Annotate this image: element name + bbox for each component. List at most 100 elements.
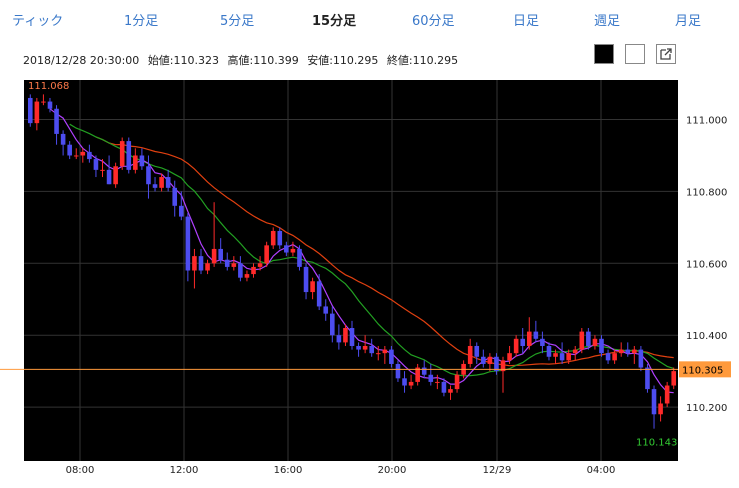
candle-body (408, 381, 414, 386)
plot-area (24, 80, 678, 461)
candle-body (178, 205, 184, 217)
candle-body (513, 338, 519, 354)
candle-body (599, 338, 604, 354)
tab-1min[interactable]: 1分足 (124, 14, 159, 29)
y-tick-label: 110.600 (686, 259, 727, 270)
candle-body (526, 331, 532, 346)
candle-body (572, 349, 578, 354)
candle-body (671, 371, 677, 386)
candle-body (402, 378, 407, 386)
candle-body (224, 259, 230, 267)
candle-body (146, 166, 151, 185)
candle-body (651, 389, 657, 415)
candle-body (428, 374, 434, 382)
candle-body (395, 363, 401, 379)
candle-body (454, 374, 460, 390)
tab-tick[interactable]: ティック (12, 14, 64, 29)
candle-body (27, 97, 33, 124)
candle-body (375, 353, 381, 355)
candle-body (520, 338, 526, 346)
candle-body (277, 230, 283, 246)
candle-body (546, 345, 552, 357)
candle-body (159, 177, 164, 188)
candle-body (336, 335, 342, 343)
candle-body (612, 353, 617, 361)
candle-body (80, 151, 86, 156)
tab-daily[interactable]: 日足 (513, 14, 540, 29)
candle-body (34, 101, 40, 124)
candle-body (349, 328, 355, 346)
candle-body (487, 356, 493, 364)
candle-body (382, 349, 388, 354)
candle-body (389, 349, 394, 364)
candle-body (435, 381, 440, 383)
candle-body (185, 216, 191, 271)
candle-body (126, 141, 132, 170)
candle-body (343, 328, 348, 343)
candle-body (415, 367, 420, 382)
candle-body (553, 353, 558, 357)
candle-body (625, 349, 631, 354)
candle-body (356, 345, 361, 350)
y-tick-label: 110.400 (686, 331, 727, 342)
candle-body (244, 274, 250, 278)
candle-body (251, 266, 256, 275)
current-price-label: 110.305 (682, 365, 723, 376)
candle-body (211, 248, 217, 264)
candle-body (474, 345, 480, 357)
candle-body (618, 349, 624, 354)
candle-body (507, 353, 512, 361)
candle-body (198, 256, 204, 271)
candle-body (658, 403, 663, 415)
timeframe-tabs: ティック 1分足 5分足 15分足 60分足 日足 週足 月足 (0, 0, 739, 38)
candle-body (106, 169, 112, 185)
candle-body (316, 281, 322, 307)
tab-monthly[interactable]: 月足 (675, 14, 702, 29)
info-datetime: 2018/12/28 20:30:00 (23, 54, 140, 67)
current-price-box (679, 361, 731, 378)
candle-body (172, 187, 178, 206)
external-link-icon (660, 48, 672, 60)
x-tick-label: 12/29 (483, 465, 512, 476)
candle-body (566, 353, 571, 361)
x-tick-label: 08:00 (66, 465, 95, 476)
tab-weekly[interactable]: 週足 (594, 14, 621, 29)
tab-5min[interactable]: 5分足 (220, 14, 255, 29)
candle-body (605, 353, 611, 361)
candle-body (664, 385, 670, 404)
tab-15min[interactable]: 15分足 (312, 14, 357, 29)
candle-body (638, 349, 644, 368)
popout-button[interactable] (656, 44, 676, 64)
candle-body (192, 256, 197, 271)
tab-60min[interactable]: 60分足 (412, 14, 455, 29)
x-tick-label: 16:00 (274, 465, 303, 476)
x-tick-label: 04:00 (587, 465, 616, 476)
candle-body (421, 367, 427, 375)
candle-body (645, 367, 650, 390)
info-close: 終値:110.295 (386, 54, 459, 67)
candle-body (303, 266, 309, 293)
candle-body (632, 349, 637, 354)
candle-body (119, 141, 125, 167)
light-theme-button[interactable] (625, 44, 645, 64)
candle-body (481, 356, 486, 364)
candle-body (87, 151, 92, 160)
candle-body (47, 101, 53, 109)
candle-body (67, 144, 72, 156)
candle-body (113, 166, 118, 185)
dark-theme-button[interactable] (594, 44, 614, 64)
candle-body (73, 155, 79, 157)
info-open: 始値:110.323 (147, 54, 220, 67)
candle-body (60, 133, 66, 145)
high-value-label: 111.068 (28, 81, 69, 92)
candle-body (448, 389, 453, 393)
y-tick-label: 110.800 (686, 187, 727, 198)
candle-body (592, 338, 598, 346)
ma-long-line (95, 136, 674, 367)
candle-body (441, 381, 447, 393)
candlestick-chart: 111.000 110.800 110.600 110.400 110.200 08:0… (0, 80, 731, 476)
candle-body (152, 184, 158, 188)
candle-body (290, 248, 296, 253)
y-tick-label: 111.000 (686, 116, 727, 127)
ohlc-info: 2018/12/28 20:30:00 始値:110.323 高値:110.39… (23, 52, 463, 68)
